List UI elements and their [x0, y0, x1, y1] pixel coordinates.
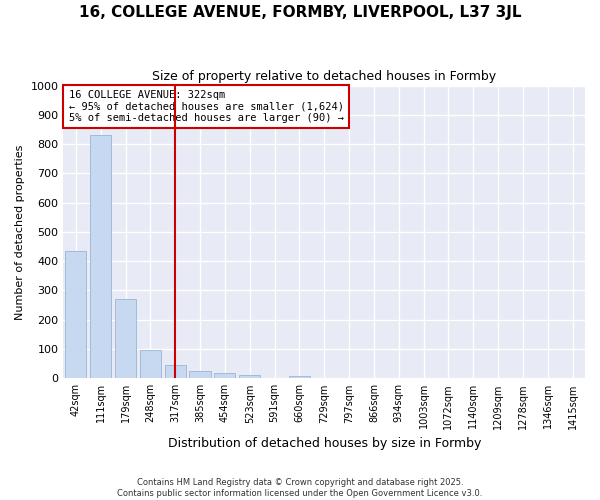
Bar [214, 373, 235, 378]
Text: Contains HM Land Registry data © Crown copyright and database right 2025.
Contai: Contains HM Land Registry data © Crown c… [118, 478, 482, 498]
Y-axis label: Number of detached properties: Number of detached properties [15, 144, 25, 320]
X-axis label: Distribution of detached houses by size in Formby: Distribution of detached houses by size … [167, 437, 481, 450]
Text: 16 COLLEGE AVENUE: 322sqm
← 95% of detached houses are smaller (1,624)
5% of sem: 16 COLLEGE AVENUE: 322sqm ← 95% of detac… [68, 90, 344, 123]
Text: 16, COLLEGE AVENUE, FORMBY, LIVERPOOL, L37 3JL: 16, COLLEGE AVENUE, FORMBY, LIVERPOOL, L… [79, 5, 521, 20]
Bar [115, 300, 136, 378]
Bar [289, 376, 310, 378]
Title: Size of property relative to detached houses in Formby: Size of property relative to detached ho… [152, 70, 496, 83]
Bar [190, 371, 211, 378]
Bar [90, 136, 111, 378]
Bar [65, 251, 86, 378]
Bar [164, 364, 186, 378]
Bar [140, 350, 161, 378]
Bar [239, 376, 260, 378]
